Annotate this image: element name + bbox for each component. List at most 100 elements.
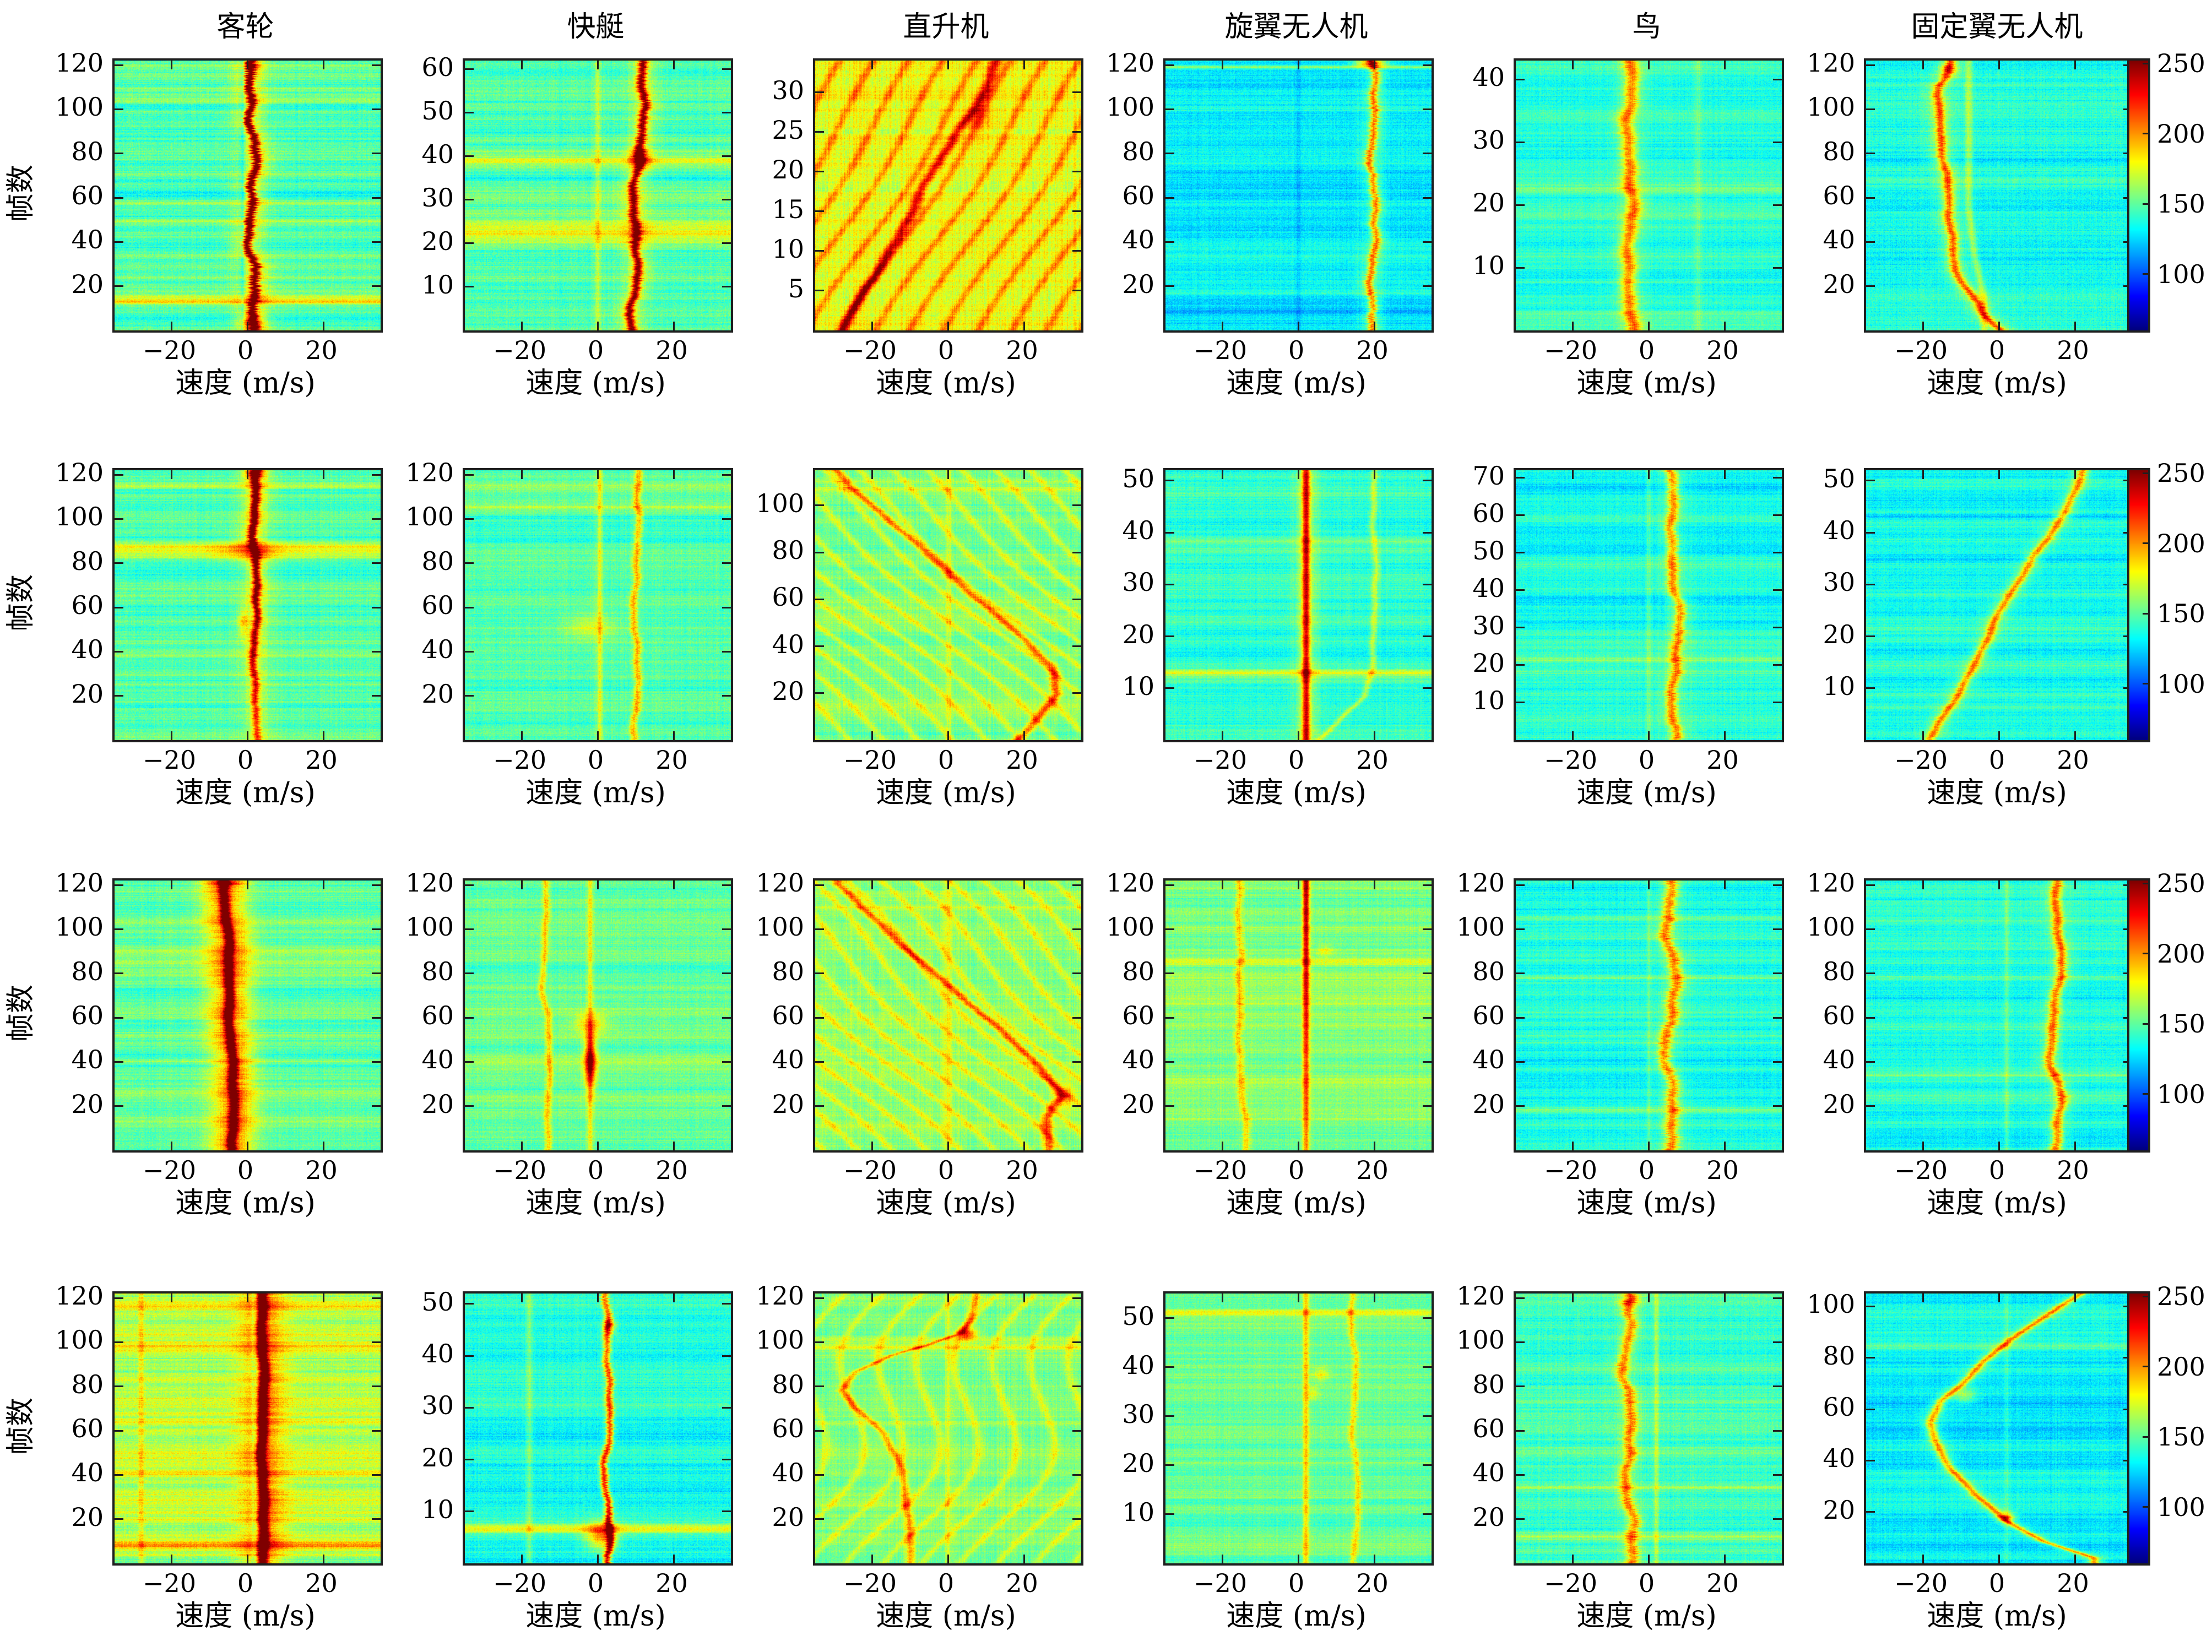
y-tick-label: 60 [1122, 181, 1154, 211]
tick-mark [372, 928, 381, 930]
tick-mark [673, 881, 675, 889]
heatmap-canvas [1165, 881, 1432, 1150]
x-axis-label: 速度 (m/s) [1927, 1187, 2067, 1220]
colorbar-row1: 250 200 150 100 [2127, 459, 2205, 742]
tick-mark [1648, 470, 1650, 479]
tick-mark [1072, 1297, 1081, 1299]
x-axis-label: 速度 (m/s) [175, 1600, 316, 1633]
tick-mark [871, 322, 873, 330]
x-axis-label: 速度 (m/s) [1576, 776, 1717, 809]
tick-mark [1866, 64, 1875, 66]
x-tick-label: 20 [1356, 1568, 1389, 1598]
plot-area [463, 1291, 733, 1566]
tick-mark [947, 322, 949, 330]
y-tick-label: 20 [1823, 269, 1855, 299]
x-tick-label: −20 [1543, 1568, 1598, 1598]
tick-mark [1516, 1518, 1525, 1520]
tick-mark [1773, 1061, 1782, 1063]
tick-mark [1724, 1555, 1726, 1563]
tick-mark [465, 199, 474, 201]
tick-mark [722, 518, 731, 520]
x-tick-label: 20 [1356, 1155, 1389, 1185]
y-tick-label: 20 [71, 1502, 104, 1532]
y-tick-label: 60 [421, 590, 454, 621]
tick-mark [1165, 1061, 1174, 1063]
x-tick-label: −20 [142, 1568, 197, 1598]
y-tick-label: 80 [772, 535, 804, 566]
tick-mark [372, 197, 381, 199]
tick-mark [1222, 61, 1223, 69]
subplot-r1c4: 速度 (m/s) 10 20 30 40 50 60 70 −20 0 20 [1472, 461, 1784, 808]
x-tick-label: −20 [1894, 335, 1948, 365]
y-tick-label: 60 [772, 1414, 804, 1444]
subplot-r1c0: 帧数 速度 (m/s) 20 40 60 80 100 120 −20 0 20 [4, 458, 383, 808]
y-tick-label: 120 [1807, 48, 1855, 78]
tick-mark [1423, 153, 1432, 155]
tick-mark [372, 153, 381, 155]
tick-mark [372, 1105, 381, 1107]
tick-mark [1866, 1017, 1875, 1019]
tick-mark [1773, 589, 1782, 591]
tick-mark [597, 731, 599, 740]
y-tick-label: 60 [1472, 498, 1505, 528]
x-axis-label: 速度 (m/s) [876, 1600, 1016, 1633]
x-tick-label: −20 [1193, 1155, 1248, 1185]
x-axis-label: 速度 (m/s) [1226, 776, 1367, 809]
x-tick-label: 0 [1638, 745, 1655, 775]
plot-area [112, 468, 383, 742]
subplot-r1c2: 速度 (m/s) 20 40 60 80 100 −20 0 20 [756, 468, 1083, 808]
tick-mark [1724, 470, 1726, 479]
x-axis-label: 速度 (m/s) [175, 776, 316, 809]
tick-mark [1773, 1297, 1782, 1299]
y-tick-label: 40 [71, 1458, 104, 1488]
heatmap-canvas [1165, 61, 1432, 330]
y-tick-label: 60 [71, 181, 104, 211]
x-tick-label: 0 [937, 1155, 955, 1185]
tick-mark [115, 285, 123, 287]
x-tick-label: 0 [1288, 745, 1305, 775]
tick-mark [1423, 635, 1432, 638]
y-tick-label: 60 [1823, 181, 1855, 211]
y-tick-label: 10 [1823, 671, 1855, 701]
y-tick-label: 30 [1472, 610, 1505, 640]
tick-mark [1165, 64, 1174, 66]
colorbar-row2: 250 200 150 100 [2127, 869, 2205, 1153]
y-tick-label: 120 [1106, 48, 1154, 78]
tick-mark [673, 1142, 675, 1150]
tick-mark [597, 881, 599, 889]
y-tick-label: 30 [1122, 1399, 1154, 1429]
tick-mark [1423, 197, 1432, 199]
tick-mark [2074, 731, 2076, 740]
y-tick-label: 120 [405, 868, 454, 898]
colorbar-tick-label: 150 [2157, 1009, 2205, 1039]
y-tick-label: 40 [1472, 573, 1505, 603]
subplot-r0c5: 固定翼无人机 速度 (m/s) 20 40 60 80 100 120 −20 0 20 [1807, 11, 2134, 399]
tick-mark [115, 1474, 123, 1476]
tick-mark [1724, 731, 1726, 740]
tick-mark [323, 470, 324, 479]
y-tick-label: 40 [421, 1339, 454, 1369]
tick-mark [1165, 1017, 1174, 1019]
tick-mark [115, 1518, 123, 1520]
tick-mark [1374, 322, 1375, 330]
tick-mark [871, 731, 873, 740]
tick-mark [2074, 322, 2076, 330]
heatmap-canvas [115, 470, 381, 740]
x-tick-label: 20 [305, 1568, 338, 1598]
tick-mark [871, 1142, 873, 1150]
subplot-r2c4: 速度 (m/s) 20 40 60 80 100 120 −20 0 20 [1456, 868, 1784, 1219]
x-tick-label: −20 [1193, 335, 1248, 365]
tick-mark [1165, 1317, 1174, 1319]
y-tick-label: 80 [421, 956, 454, 986]
tick-mark [465, 884, 474, 886]
colorbar-tick-label: 250 [2157, 458, 2205, 488]
tick-mark [1165, 1105, 1174, 1107]
tick-mark [372, 1017, 381, 1019]
y-tick-label: 20 [1823, 1089, 1855, 1119]
tick-mark [323, 1555, 324, 1563]
x-tick-label: 0 [937, 1568, 955, 1598]
tick-mark [1165, 1366, 1174, 1368]
plot-area [1864, 58, 2134, 333]
y-tick-label: 40 [772, 1458, 804, 1488]
tick-mark [465, 1303, 474, 1305]
